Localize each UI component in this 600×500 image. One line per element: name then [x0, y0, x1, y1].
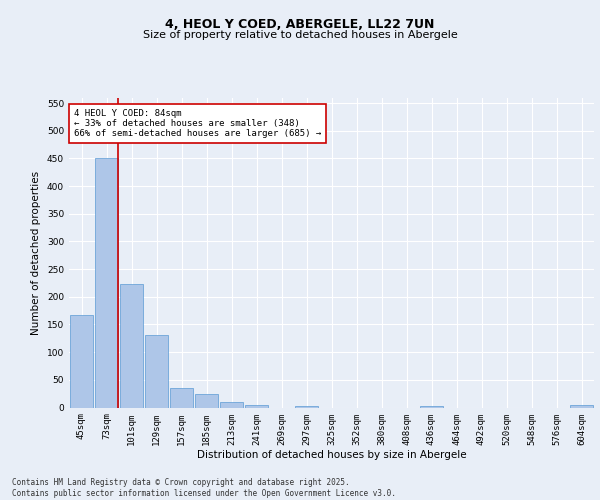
Text: 4 HEOL Y COED: 84sqm
← 33% of detached houses are smaller (348)
66% of semi-deta: 4 HEOL Y COED: 84sqm ← 33% of detached h… — [74, 108, 321, 138]
Bar — [420, 406, 443, 407]
Text: 4, HEOL Y COED, ABERGELE, LL22 7UN: 4, HEOL Y COED, ABERGELE, LL22 7UN — [166, 18, 434, 30]
Bar — [95, 158, 118, 408]
Bar — [220, 402, 243, 407]
Bar — [195, 394, 218, 407]
Text: Contains HM Land Registry data © Crown copyright and database right 2025.
Contai: Contains HM Land Registry data © Crown c… — [12, 478, 396, 498]
Y-axis label: Number of detached properties: Number of detached properties — [31, 170, 41, 334]
Bar — [70, 315, 93, 408]
Bar — [570, 406, 593, 407]
Bar — [295, 406, 318, 408]
Bar — [245, 404, 268, 407]
X-axis label: Distribution of detached houses by size in Abergele: Distribution of detached houses by size … — [197, 450, 466, 460]
Text: Size of property relative to detached houses in Abergele: Size of property relative to detached ho… — [143, 30, 457, 40]
Bar — [120, 284, 143, 408]
Bar — [145, 335, 168, 407]
Bar — [170, 388, 193, 407]
